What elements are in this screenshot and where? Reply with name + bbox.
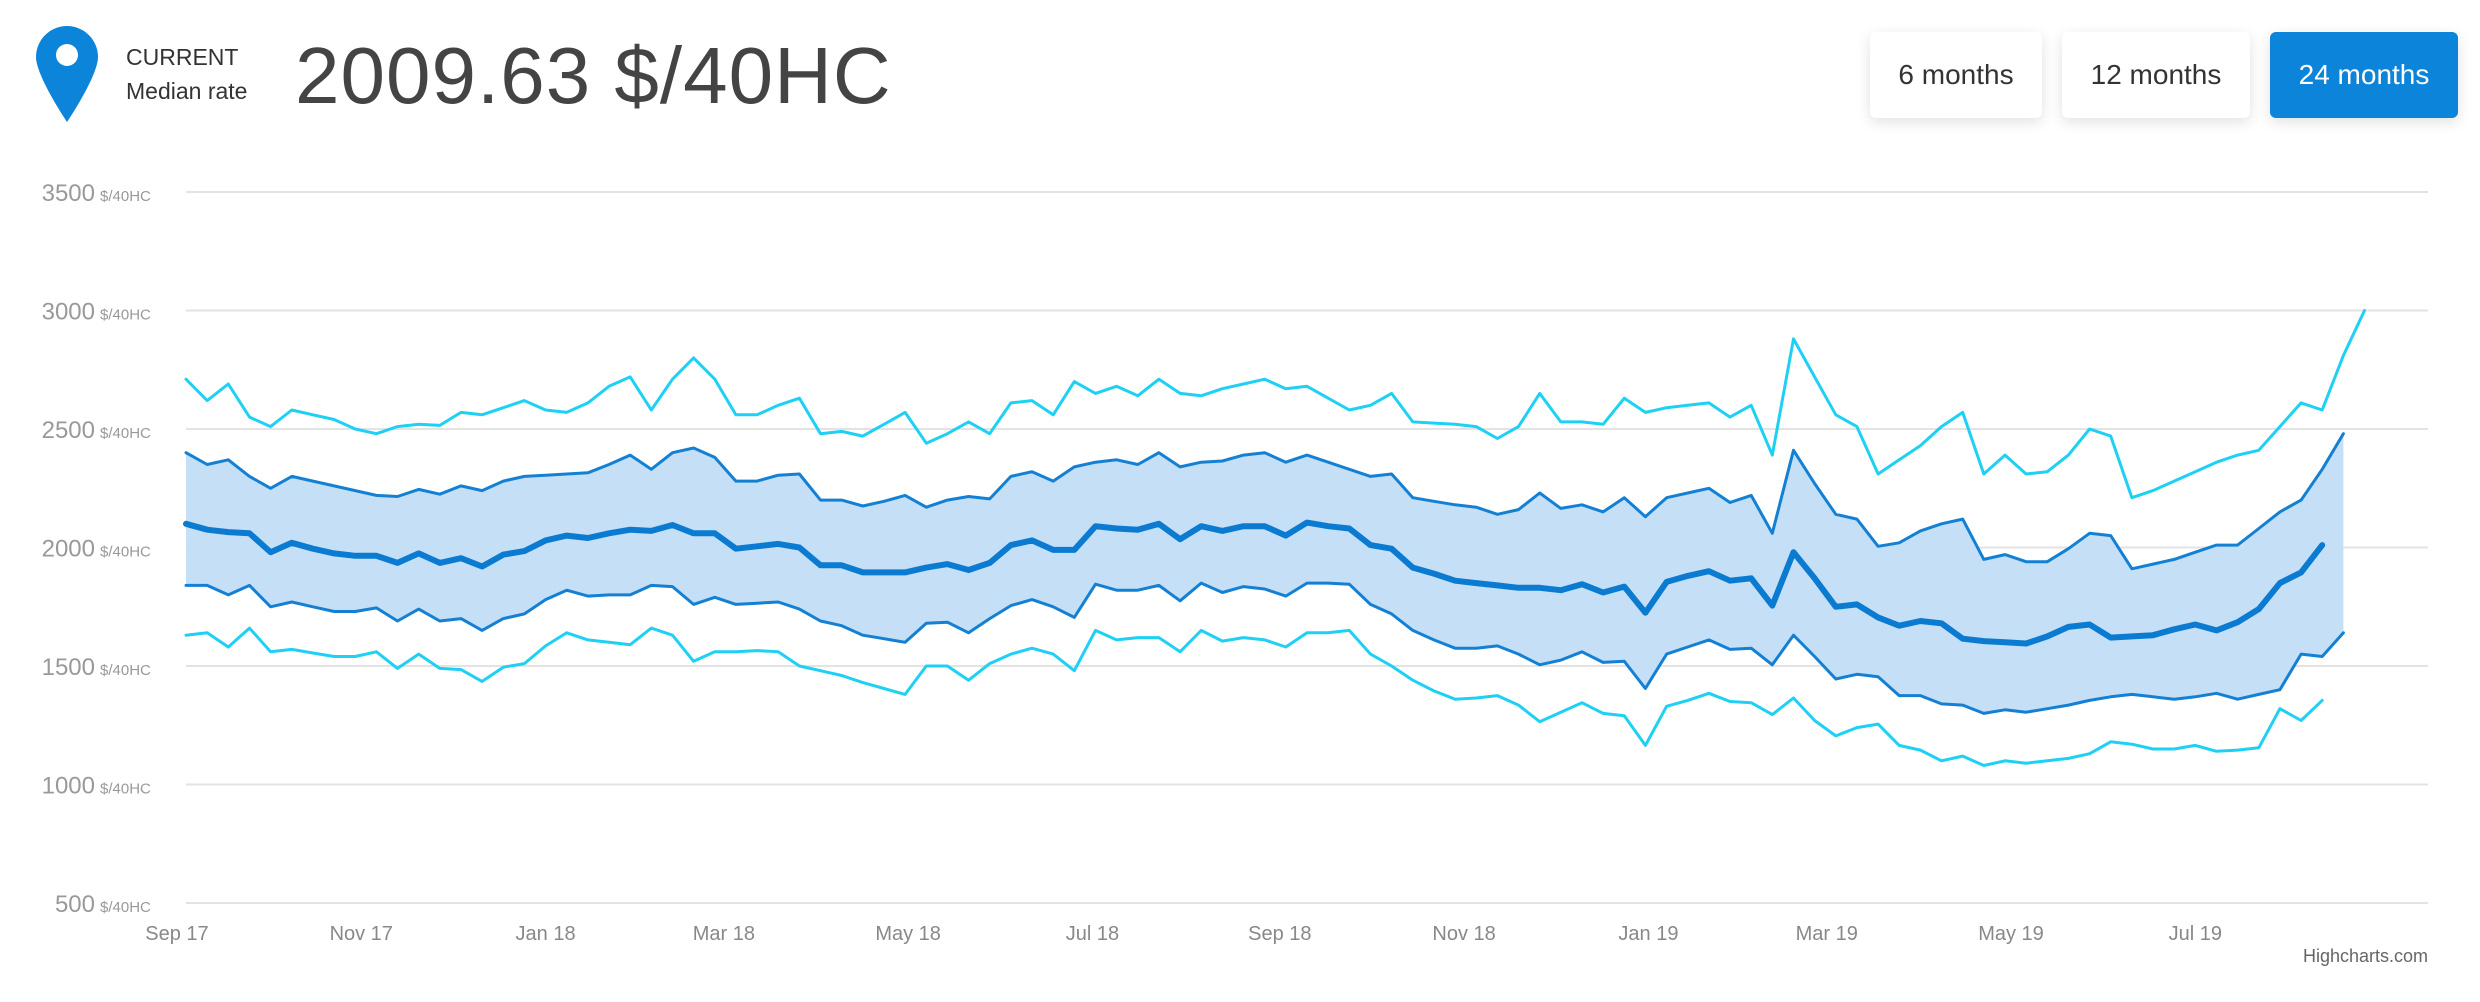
rate-chart: 500 $/40HC 1000 $/40HC 1500 $/40HC 2000 $/40HC 2… — [42, 180, 2428, 945]
x-tick-label-mar-19: Mar 19 — [1796, 923, 1858, 945]
range-12-months-button[interactable]: 12 months — [2062, 32, 2250, 118]
y-tick-unit-2000: $/40HC — [100, 544, 151, 561]
y-tick-label-2500: 2500 — [42, 417, 95, 444]
y-tick-unit-1500: $/40HC — [100, 662, 151, 679]
series-line-inner-upper — [184, 432, 2345, 571]
series-line-inner-lower — [184, 581, 2345, 715]
y-tick-label-1000: 1000 — [42, 773, 95, 800]
series-lines — [183, 309, 2366, 767]
x-tick-label-sep-18: Sep 18 — [1248, 923, 1311, 945]
x-tick-label-sep-17: Sep 17 — [145, 923, 208, 945]
inner-range-band-area — [186, 433, 2344, 714]
x-tick-label-jul-19: Jul 19 — [2169, 923, 2222, 945]
x-axis: Sep 17 Nov 17 Jan 18 Mar 18 May 18 Jul 18 Sep … — [145, 923, 2222, 945]
y-tick-unit-3500: $/40HC — [100, 188, 151, 205]
header: CURRENT Median rate 2009.63 $/40HC 6 mon… — [0, 0, 2480, 160]
highcharts-credits[interactable]: Highcharts.com — [2302, 946, 2428, 966]
y-tick-label-1500: 1500 — [42, 654, 95, 681]
x-tick-label-jan-18: Jan 18 — [516, 923, 576, 945]
y-tick-unit-500: $/40HC — [100, 899, 151, 916]
range-24-months-button[interactable]: 24 months — [2270, 32, 2458, 118]
y-tick-label-3500: 3500 — [42, 180, 95, 207]
inner-range-band — [186, 433, 2344, 714]
location-pin-icon — [36, 26, 98, 122]
x-tick-label-jul-18: Jul 18 — [1066, 923, 1119, 945]
range-6-months-button[interactable]: 6 months — [1870, 32, 2042, 118]
series-line-outer-lower — [184, 626, 2324, 767]
x-tick-label-mar-18: Mar 18 — [693, 923, 755, 945]
series-line-median — [183, 519, 2326, 647]
series-line-outer-upper — [184, 309, 2366, 500]
x-tick-label-jan-19: Jan 19 — [1618, 923, 1678, 945]
median-rate-value: 2009.63 $/40HC — [295, 31, 892, 120]
x-tick-label-may-18: May 18 — [875, 923, 941, 945]
y-tick-label-2000: 2000 — [42, 536, 95, 563]
current-label: CURRENT — [126, 44, 239, 70]
y-tick-unit-2500: $/40HC — [100, 425, 151, 442]
y-tick-unit-1000: $/40HC — [100, 781, 151, 798]
y-axis: 500 $/40HC 1000 $/40HC 1500 $/40HC 2000 $/40HC 2… — [42, 180, 151, 918]
current-median-label: CURRENT Median rate — [126, 40, 247, 108]
x-tick-label-may-19: May 19 — [1978, 923, 2044, 945]
median-rate-label: Median rate — [126, 78, 248, 104]
x-tick-label-nov-17: Nov 17 — [330, 923, 393, 945]
y-tick-label-500: 500 — [55, 891, 95, 918]
y-tick-label-3000: 3000 — [42, 299, 95, 326]
x-tick-label-nov-18: Nov 18 — [1432, 923, 1495, 945]
y-tick-unit-3000: $/40HC — [100, 307, 151, 324]
